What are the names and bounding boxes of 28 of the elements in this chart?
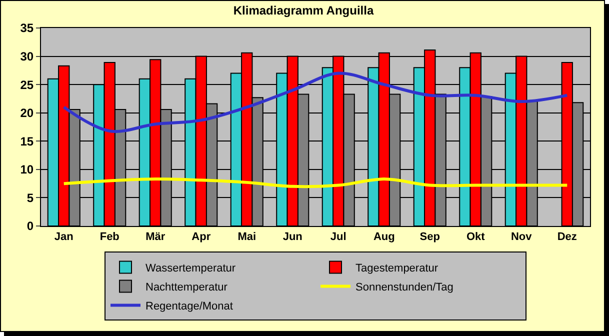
x-tick-label: Nov [510,231,533,244]
line-series [62,72,569,133]
y-tick-label: 15 [20,134,34,148]
x-tick-label: Jun [282,231,303,244]
legend-label: Wassertemperatur [146,262,236,275]
line-series [62,178,569,188]
legend-label: Tagestemperatur [356,262,438,275]
y-tick-label: 25 [20,78,34,92]
legend-label: Regentage/Monat [146,300,233,313]
x-tick-label: Dez [557,231,578,244]
y-tick-label: 20 [20,106,34,120]
legend-label: Sonnenstunden/Tag [356,282,454,294]
x-tick-label: Jul [330,231,346,244]
y-tick-label: 5 [26,190,34,205]
legend-label: Nachttemperatur [146,282,228,294]
y-tick-label: 0 [26,219,34,234]
x-tick-label: Okt [466,231,486,244]
x-tick-label: Mai [238,231,256,244]
y-tick-label: 30 [20,49,34,64]
x-tick-label: Jan [54,231,74,244]
y-tick-label: 10 [20,162,34,177]
x-tick-label: Aug [373,231,395,244]
y-tick-label: 35 [20,21,34,36]
x-tick-label: Feb [100,231,120,244]
x-tick-label: Apr [192,231,212,244]
chart-title: Klimadiagramm Anguilla [233,3,374,18]
x-tick-label: Mär [146,231,166,244]
x-tick-label: Sep [420,231,440,244]
